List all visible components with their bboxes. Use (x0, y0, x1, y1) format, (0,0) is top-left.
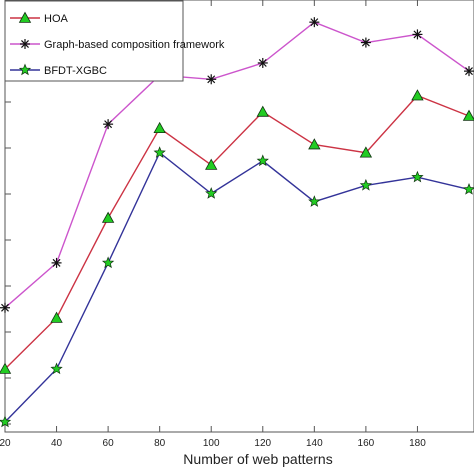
data-point (205, 187, 218, 199)
series-line (4, 21, 470, 309)
x-tick-label: 180 (409, 438, 426, 449)
data-point (308, 195, 321, 207)
x-tick-label: 140 (306, 438, 323, 449)
data-point (0, 302, 10, 313)
x-tick-label: 60 (103, 438, 115, 449)
data-point (153, 121, 166, 134)
data-point (206, 74, 217, 85)
series-line (4, 151, 470, 423)
data-point (50, 362, 63, 375)
data-point (360, 37, 371, 48)
legend-marker (18, 11, 32, 23)
data-point (257, 57, 268, 68)
series-bfdt-xgbc (0, 146, 474, 428)
legend-label: Graph-based composition framework (44, 39, 225, 51)
legend-entry: HOA (10, 11, 69, 25)
x-tick-label: 40 (51, 438, 63, 449)
data-point (0, 415, 12, 428)
data-point (205, 158, 218, 170)
data-point (309, 17, 320, 28)
data-point (464, 66, 474, 77)
x-tick-label: 100 (203, 438, 220, 449)
legend-label: BFDT-XGBC (44, 65, 107, 77)
data-point (50, 311, 63, 323)
data-point (412, 29, 423, 40)
data-point (359, 146, 373, 158)
data-point (101, 256, 115, 269)
data-point (359, 178, 373, 191)
legend: HOA Graph-based composition framework BFDT… (4, 0, 225, 82)
data-point (462, 109, 474, 121)
series-line (4, 94, 470, 370)
data-point (101, 211, 115, 223)
legend-entry: Graph-based composition framework (10, 39, 225, 51)
legend-marker (20, 39, 30, 49)
legend-label: HOA (44, 13, 69, 25)
legend-entry: BFDT-XGBC (10, 63, 107, 77)
data-point (153, 146, 166, 158)
legend-box (4, 0, 184, 82)
data-point (256, 105, 269, 117)
legend-items: HOA Graph-based composition framework BFDT… (10, 11, 225, 77)
series-layer (0, 17, 474, 428)
data-point (51, 257, 62, 268)
legend-marker (18, 63, 32, 76)
data-point (308, 138, 321, 150)
x-tick-label: 20 (0, 438, 11, 449)
data-point (256, 154, 269, 167)
x-tick-label: 160 (358, 438, 375, 449)
x-tick-label: 80 (154, 438, 166, 449)
data-point (103, 119, 114, 130)
series-hoa (0, 89, 474, 374)
data-point (462, 182, 474, 195)
data-point (411, 170, 424, 183)
data-point (0, 362, 12, 374)
x-axis-title: Number of web patterns (183, 451, 332, 467)
data-point (411, 89, 424, 101)
x-tick-label: 120 (254, 438, 271, 449)
